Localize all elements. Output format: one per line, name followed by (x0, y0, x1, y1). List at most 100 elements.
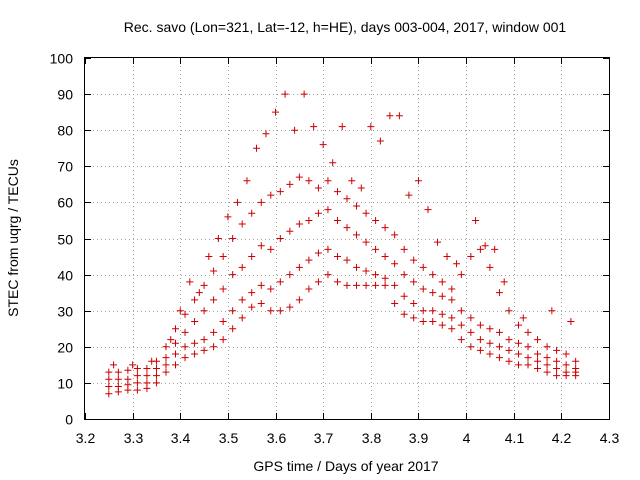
data-point (429, 289, 437, 297)
data-point (524, 343, 532, 351)
data-point (257, 281, 265, 289)
data-point (362, 209, 370, 217)
data-point (143, 364, 151, 372)
data-point (181, 354, 189, 362)
data-point (200, 281, 208, 289)
data-point (524, 328, 532, 336)
data-point (238, 314, 246, 322)
data-point (262, 130, 270, 138)
data-point (572, 364, 580, 372)
data-point (534, 364, 542, 372)
data-point (162, 343, 170, 351)
data-point (191, 339, 199, 347)
data-point (162, 361, 170, 369)
data-point (410, 256, 418, 264)
data-point (424, 206, 432, 214)
data-point (314, 209, 322, 217)
data-point (267, 191, 275, 199)
data-point (348, 177, 356, 185)
data-point (172, 350, 180, 358)
data-layer (105, 90, 580, 398)
data-point (362, 267, 370, 275)
data-point (410, 278, 418, 286)
y-tick-label: 90 (57, 87, 73, 103)
data-point (410, 299, 418, 307)
data-point (400, 292, 408, 300)
x-tick-label: 3.8 (362, 430, 382, 446)
data-point (252, 144, 260, 152)
data-point (438, 278, 446, 286)
data-point (467, 343, 475, 351)
data-point (353, 263, 361, 271)
data-point (405, 191, 413, 199)
data-point (534, 336, 542, 344)
y-tick-label: 60 (57, 195, 73, 211)
data-point (114, 368, 122, 376)
data-point (567, 318, 575, 326)
data-point (238, 220, 246, 228)
data-point (457, 307, 465, 315)
data-point (286, 303, 294, 311)
data-point (476, 336, 484, 344)
data-point (257, 242, 265, 250)
data-point (267, 245, 275, 253)
data-point (295, 220, 303, 228)
data-point (305, 216, 313, 224)
data-point (305, 285, 313, 293)
data-point (514, 339, 522, 347)
data-point (495, 328, 503, 336)
data-point (491, 245, 499, 253)
data-point (553, 372, 561, 380)
data-point (343, 224, 351, 232)
data-point (295, 296, 303, 304)
data-point (329, 159, 337, 167)
data-point (400, 271, 408, 279)
x-tick-label: 3.6 (267, 430, 287, 446)
data-point (457, 271, 465, 279)
y-tick-label: 70 (57, 159, 73, 175)
data-point (238, 263, 246, 271)
data-point (143, 379, 151, 387)
data-point (248, 303, 256, 311)
series-band-mid (105, 206, 580, 383)
data-point (172, 325, 180, 333)
data-point (186, 278, 194, 286)
data-point (272, 108, 280, 116)
data-point (243, 177, 251, 185)
data-point (514, 321, 522, 329)
data-point (357, 184, 365, 192)
data-point (133, 386, 141, 394)
x-tick-label: 3.5 (219, 430, 239, 446)
x-tick-label: 3.9 (409, 430, 429, 446)
data-point (152, 379, 160, 387)
data-point (353, 281, 361, 289)
data-point (152, 364, 160, 372)
data-point (505, 336, 513, 344)
data-point (562, 368, 570, 376)
data-point (295, 173, 303, 181)
series-band-low (105, 245, 580, 391)
data-point (248, 253, 256, 261)
series-band-base (105, 271, 580, 398)
data-point (133, 364, 141, 372)
data-point (391, 281, 399, 289)
data-point (219, 318, 227, 326)
data-point (191, 318, 199, 326)
data-point (457, 321, 465, 329)
data-point (553, 364, 561, 372)
data-point (167, 336, 175, 344)
data-point (419, 263, 427, 271)
series-band-top (110, 90, 575, 369)
data-point (372, 271, 380, 279)
data-point (395, 112, 403, 120)
data-point (472, 216, 480, 224)
data-point (286, 271, 294, 279)
data-point (324, 245, 332, 253)
chart-title: Rec. savo (Lon=321, Lat=-12, h=HE), days… (124, 19, 567, 35)
y-tick-label: 80 (57, 123, 73, 139)
data-point (276, 235, 284, 242)
data-point (205, 253, 213, 261)
data-point (105, 368, 113, 376)
data-point (324, 271, 332, 279)
